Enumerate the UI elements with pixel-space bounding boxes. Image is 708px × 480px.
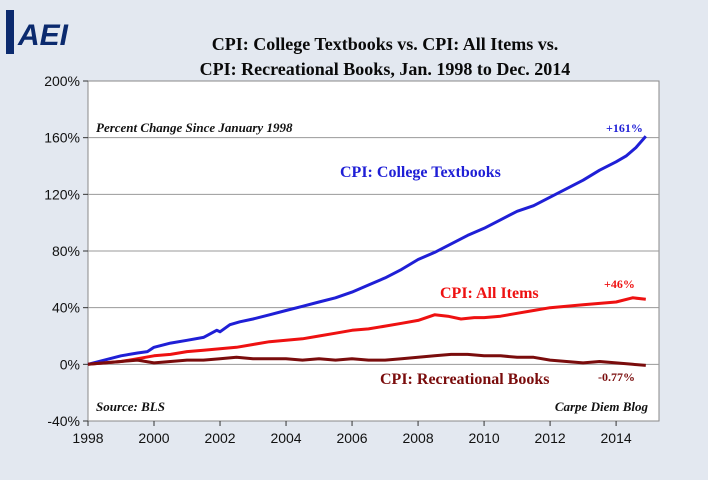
y-tick-label: 80%: [52, 243, 80, 259]
chart-title-line-2: CPI: Recreational Books, Jan. 1998 to De…: [200, 59, 571, 79]
x-tick-label: 2010: [468, 430, 499, 446]
end-label-recreational-books: -0.77%: [598, 370, 635, 384]
series-label-textbooks: CPI: College Textbooks: [340, 164, 501, 181]
x-tick-label: 2006: [336, 430, 367, 446]
chart-title-line-1: CPI: College Textbooks vs. CPI: All Item…: [212, 34, 559, 54]
series-lines: [87, 135, 647, 367]
y-tick-label: 40%: [52, 300, 80, 316]
logo-text: AEI: [17, 19, 69, 52]
x-tick-label: 2014: [601, 430, 632, 446]
logo-bar: [6, 10, 14, 54]
x-tick-label: 2008: [402, 430, 433, 446]
y-tick-label: 160%: [44, 130, 80, 146]
y-tick-label: 200%: [44, 73, 80, 89]
series-line-recreational-books: [87, 352, 646, 367]
credit-note: Carpe Diem Blog: [555, 399, 649, 414]
x-tick-label: 2000: [138, 430, 169, 446]
y-tick-label: 0%: [60, 356, 80, 372]
x-tick-label: 2004: [270, 430, 301, 446]
end-label-all-items: +46%: [604, 277, 635, 291]
x-tick-label: 2012: [535, 430, 566, 446]
x-tick-label: 1998: [72, 430, 103, 446]
source-note: Source: BLS: [96, 399, 165, 414]
series-label-all-items: CPI: All Items: [440, 285, 539, 302]
x-tick-label: 2002: [204, 430, 235, 446]
aei-logo: AEI: [6, 10, 69, 54]
y-tick-label: -40%: [47, 413, 80, 429]
x-axis-ticks: 1998 2000 2002 2004 2006 2008 2010 2012 2014: [72, 421, 632, 446]
end-label-textbooks: +161%: [606, 121, 643, 135]
series-line-textbooks: [87, 135, 647, 366]
series-line-all-items: [87, 296, 646, 366]
y-axis-ticks: -40% 0% 40% 80% 120% 160% 200%: [44, 73, 88, 429]
chart-subtitle: Percent Change Since January 1998: [96, 120, 293, 135]
series-label-recreational-books: CPI: Recreational Books: [380, 371, 549, 388]
y-tick-label: 120%: [44, 186, 80, 202]
